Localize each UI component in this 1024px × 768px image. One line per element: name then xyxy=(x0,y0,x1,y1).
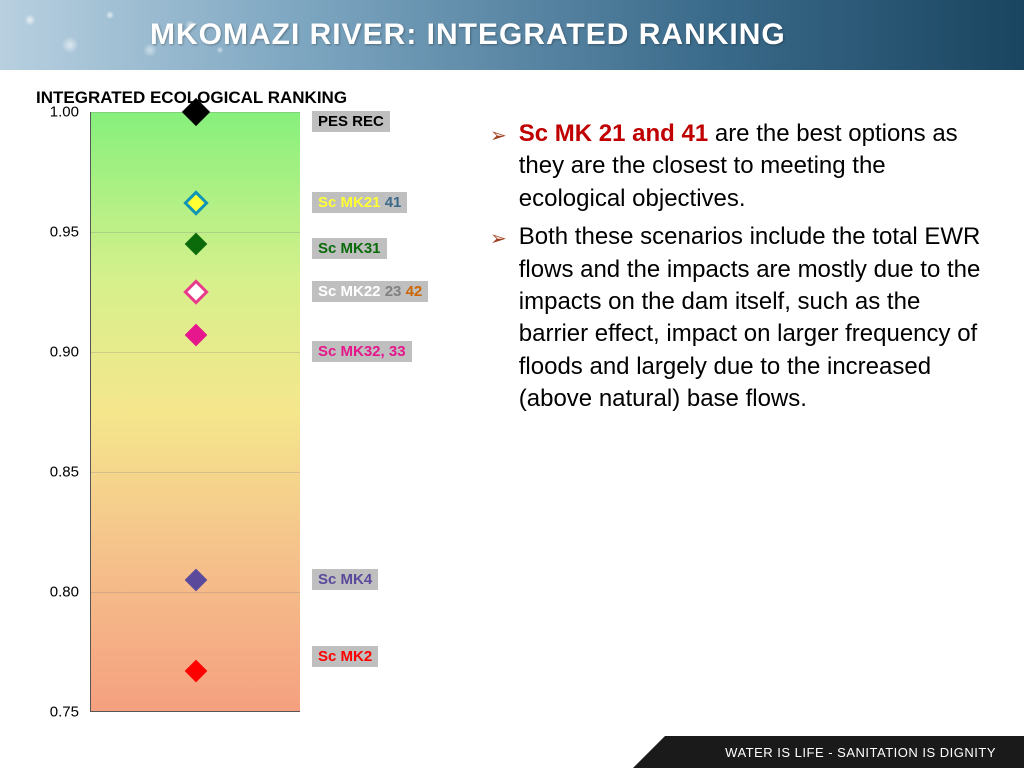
footer-text: WATER IS LIFE - SANITATION IS DIGNITY xyxy=(725,745,996,760)
bullet-rest: Both these scenarios include the total E… xyxy=(519,223,981,412)
data-marker xyxy=(183,190,208,215)
series-label-part: Sc MK31 xyxy=(318,240,381,257)
content-area: INTEGRATED ECOLOGICAL RANKING 1.00 0.95 0.… xyxy=(0,70,1024,712)
y-tick-label: 0.90 xyxy=(50,344,79,361)
header-droplets-decoration xyxy=(0,0,260,70)
series-label-part: PES REC xyxy=(318,113,384,130)
data-marker xyxy=(183,279,208,304)
header-bar: MKOMAZI RIVER: INTEGRATED RANKING xyxy=(0,0,1024,70)
series-label-part: Sc MK4 xyxy=(318,571,372,588)
series-label-part: 42 xyxy=(406,283,423,300)
data-marker xyxy=(184,660,207,683)
data-marker xyxy=(184,569,207,592)
series-label: Sc MK4 xyxy=(312,569,378,590)
series-label-part: 41 xyxy=(385,194,402,211)
series-label: Sc MK31 xyxy=(312,238,387,259)
bullet-item: ➢ Both these scenarios include the total … xyxy=(490,221,994,415)
series-label-part: Sc MK21 xyxy=(318,194,385,211)
y-tick-label: 1.00 xyxy=(50,104,79,121)
series-label-part: Sc MK22 xyxy=(318,283,385,300)
footer-band: WATER IS LIFE - SANITATION IS DIGNITY xyxy=(665,736,1024,768)
series-label: PES REC xyxy=(312,111,390,132)
series-label: Sc MK21 41 xyxy=(312,192,407,213)
chart-title: INTEGRATED ECOLOGICAL RANKING xyxy=(36,88,460,108)
series-label: Sc MK22 23 42 xyxy=(312,281,428,302)
bullet-list: ➢ Sc MK 21 and 41 are the best options as… xyxy=(490,88,994,712)
chart-panel: INTEGRATED ECOLOGICAL RANKING 1.00 0.95 0.… xyxy=(30,88,460,712)
y-tick-label: 0.85 xyxy=(50,464,79,481)
y-axis: 1.000.950.900.850.800.75 xyxy=(30,112,85,712)
grid-line xyxy=(91,592,300,593)
chevron-right-icon: ➢ xyxy=(490,224,507,254)
plot-wrapper: 1.000.950.900.850.800.75 PES RECSc MK21 … xyxy=(30,112,460,712)
bullet-text: Sc MK 21 and 41 are the best options as … xyxy=(519,118,994,215)
grid-line xyxy=(91,352,300,353)
series-label-part: 23 xyxy=(385,283,406,300)
series-label: Sc MK32, 33 xyxy=(312,341,412,362)
series-label: Sc MK2 xyxy=(312,646,378,667)
grid-line xyxy=(91,472,300,473)
y-tick-label: 0.80 xyxy=(50,584,79,601)
series-label-part: Sc MK2 xyxy=(318,648,372,665)
data-marker xyxy=(184,233,207,256)
bullet-text: Both these scenarios include the total E… xyxy=(519,221,994,415)
data-marker xyxy=(184,324,207,347)
y-tick-label: 0.95 xyxy=(50,224,79,241)
y-tick-label: 0.75 xyxy=(50,704,79,721)
bullet-item: ➢ Sc MK 21 and 41 are the best options as… xyxy=(490,118,994,215)
plot-area xyxy=(90,112,300,712)
bullet-highlight: Sc MK 21 and 41 xyxy=(519,120,715,147)
series-label-part: Sc MK32, 33 xyxy=(318,343,406,360)
chevron-right-icon: ➢ xyxy=(490,121,507,151)
footer: WATER IS LIFE - SANITATION IS DIGNITY xyxy=(0,736,1024,768)
